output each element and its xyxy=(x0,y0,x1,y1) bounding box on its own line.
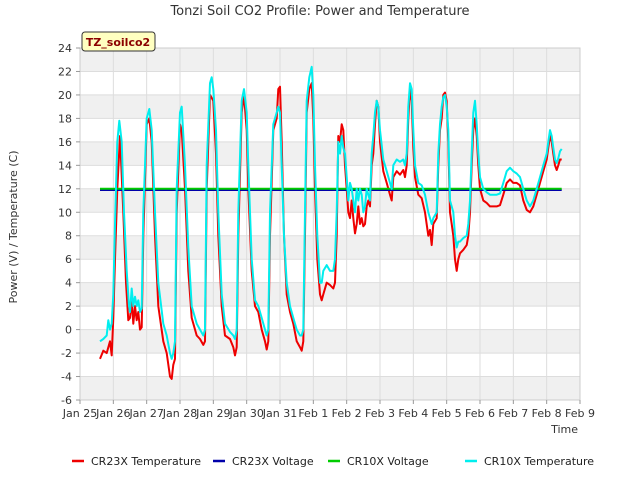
y-tick-label: -4 xyxy=(61,371,72,384)
y-tick-label: -6 xyxy=(61,394,72,407)
x-tick-label: Feb 9 xyxy=(565,407,595,420)
x-tick-label: Feb 4 xyxy=(398,407,428,420)
y-tick-label: -2 xyxy=(61,347,72,360)
y-tick-label: 12 xyxy=(58,183,72,196)
badge: TZ_soilco2 xyxy=(81,31,156,52)
x-tick-label: Feb 1 xyxy=(298,407,328,420)
x-tick-label: Feb 6 xyxy=(465,407,495,420)
y-tick-label: 16 xyxy=(58,136,72,149)
x-axis-label: Time xyxy=(550,423,578,436)
y-tick-label: 10 xyxy=(58,206,72,219)
y-tick-label: 20 xyxy=(58,89,72,102)
y-tick-label: 14 xyxy=(58,159,72,172)
y-tick-label: 24 xyxy=(58,42,72,55)
badge-label: TZ_soilco2 xyxy=(86,36,150,49)
x-tick-label: Jan 30 xyxy=(228,407,263,420)
y-tick-label: 2 xyxy=(65,300,72,313)
grid-band xyxy=(80,376,580,400)
grid-band xyxy=(80,329,580,354)
grid xyxy=(79,47,581,401)
x-tick-label: Jan 27 xyxy=(128,407,163,420)
series-group xyxy=(99,65,563,380)
grid-band xyxy=(80,188,580,213)
plot-frame xyxy=(79,47,581,401)
x-tick-label: Jan 26 xyxy=(95,407,130,420)
x-tick-label: Jan 31 xyxy=(262,407,297,420)
y-tick-label: 0 xyxy=(65,324,72,337)
y-tick-label: 4 xyxy=(65,277,72,290)
x-tick-label: Jan 29 xyxy=(195,407,230,420)
legend-label: CR10X Voltage xyxy=(347,455,429,468)
x-tick-label: Jan 28 xyxy=(162,407,197,420)
legend-label: CR10X Temperature xyxy=(484,455,594,468)
y-tick-label: 6 xyxy=(65,253,72,266)
legend: CR23X Temperature CR23X Voltage CR10X Volt… xyxy=(72,455,594,468)
grid-band xyxy=(80,94,580,119)
x-tick-label: Feb 8 xyxy=(532,407,562,420)
grid-band xyxy=(80,48,580,72)
y-tick-label: 22 xyxy=(58,65,72,78)
x-tick-label: Feb 3 xyxy=(365,407,395,420)
grid-band xyxy=(80,141,580,166)
x-tick-label: Feb 5 xyxy=(432,407,462,420)
x-tick-label: Feb 7 xyxy=(498,407,528,420)
legend-label: CR23X Temperature xyxy=(91,455,201,468)
series-line-cr10x-temperature xyxy=(99,65,563,360)
y-axis-label: Power (V) / Temperature (C) xyxy=(7,150,20,303)
y-tick-label: 18 xyxy=(58,112,72,125)
x-tick-label: Jan 25 xyxy=(62,407,97,420)
legend-label: CR23X Voltage xyxy=(232,455,314,468)
chart-title: Tonzi Soil CO2 Profile: Power and Temper… xyxy=(169,4,469,19)
y-tick-label: 8 xyxy=(65,230,72,243)
x-tick-label: Feb 2 xyxy=(332,407,362,420)
